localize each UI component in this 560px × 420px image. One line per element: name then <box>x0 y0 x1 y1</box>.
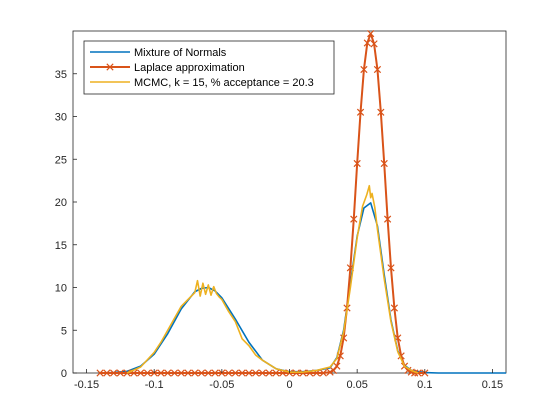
series-2-marker <box>211 369 219 377</box>
series-2-marker <box>272 369 280 377</box>
legend-label-1: Mixture of Normals <box>134 47 227 59</box>
series-2-marker <box>390 304 398 312</box>
x-tick-label: -0.15 <box>74 379 99 391</box>
series-2-marker <box>164 369 172 377</box>
legend-label-3: MCMC, k = 15, % acceptance = 20.3 <box>134 77 314 89</box>
series-2-marker <box>137 369 145 377</box>
series-line-3 <box>126 184 419 374</box>
series-2-marker <box>380 159 388 168</box>
series-2-marker <box>96 369 104 377</box>
series-2-marker <box>356 108 365 116</box>
series-2-marker <box>103 369 111 377</box>
legend: Mixture of Normals Laplace approximation M… <box>83 40 335 95</box>
series-2-marker <box>245 369 253 377</box>
series-2-marker <box>224 369 233 377</box>
legend-marker <box>106 63 114 71</box>
series-2-marker <box>258 369 267 377</box>
y-tick-label: 0 <box>61 368 67 380</box>
series-2-marker <box>329 366 338 375</box>
series-2-marker <box>177 369 185 377</box>
series-2-marker <box>184 369 192 377</box>
series-2-marker <box>333 362 341 370</box>
x-tick-label: 0.05 <box>346 379 367 391</box>
series-2-marker <box>363 39 371 47</box>
y-tick-label: 10 <box>55 283 67 295</box>
series-2-marker <box>387 264 395 272</box>
series-2-marker <box>238 369 246 377</box>
series-2-marker <box>231 369 239 377</box>
x-tick-label: 0.1 <box>417 379 432 391</box>
legend-label-2: Laplace approximation <box>134 62 245 74</box>
y-tick-label: 20 <box>55 197 67 209</box>
series-2-marker <box>265 369 273 377</box>
series-2-marker <box>377 108 385 116</box>
x-tick-label: 0.15 <box>482 379 503 391</box>
series-2-marker <box>350 215 358 223</box>
y-tick-label: 5 <box>61 325 67 337</box>
series-2-marker <box>383 215 392 223</box>
series-line-2 <box>100 32 425 374</box>
series-2-marker <box>353 159 361 168</box>
series-2-marker <box>170 369 179 377</box>
series-2-marker <box>116 369 124 377</box>
tick-layer: -0.15 -0.1 -0.05 0 0.05 0.1 0.15 0 5 10 15 20 25 30 35 <box>55 69 503 391</box>
series-2-marker <box>191 369 199 377</box>
y-tick-label: 25 <box>55 154 67 166</box>
series-2-marker <box>299 369 307 377</box>
series-2-marker <box>197 369 206 377</box>
series-2-marker <box>109 369 118 377</box>
x-tick-label: -0.1 <box>145 379 164 391</box>
series-2-marker <box>367 29 375 38</box>
y-tick-label: 35 <box>55 69 67 81</box>
series-2-marker <box>292 369 300 377</box>
x-tick-label: 0 <box>286 379 292 391</box>
series-2-marker <box>123 369 131 377</box>
series-2-marker <box>252 369 260 377</box>
series-2-marker <box>319 369 327 377</box>
series-2-marker <box>157 369 165 377</box>
series-2-marker <box>143 369 152 377</box>
y-tick-label: 30 <box>55 112 67 124</box>
y-tick-label: 15 <box>55 240 67 252</box>
series-2-marker <box>204 369 212 377</box>
series-2-marker <box>370 40 378 48</box>
series-2-marker <box>360 65 368 74</box>
x-tick-label: -0.05 <box>209 379 234 391</box>
series-2-marker <box>373 65 382 74</box>
